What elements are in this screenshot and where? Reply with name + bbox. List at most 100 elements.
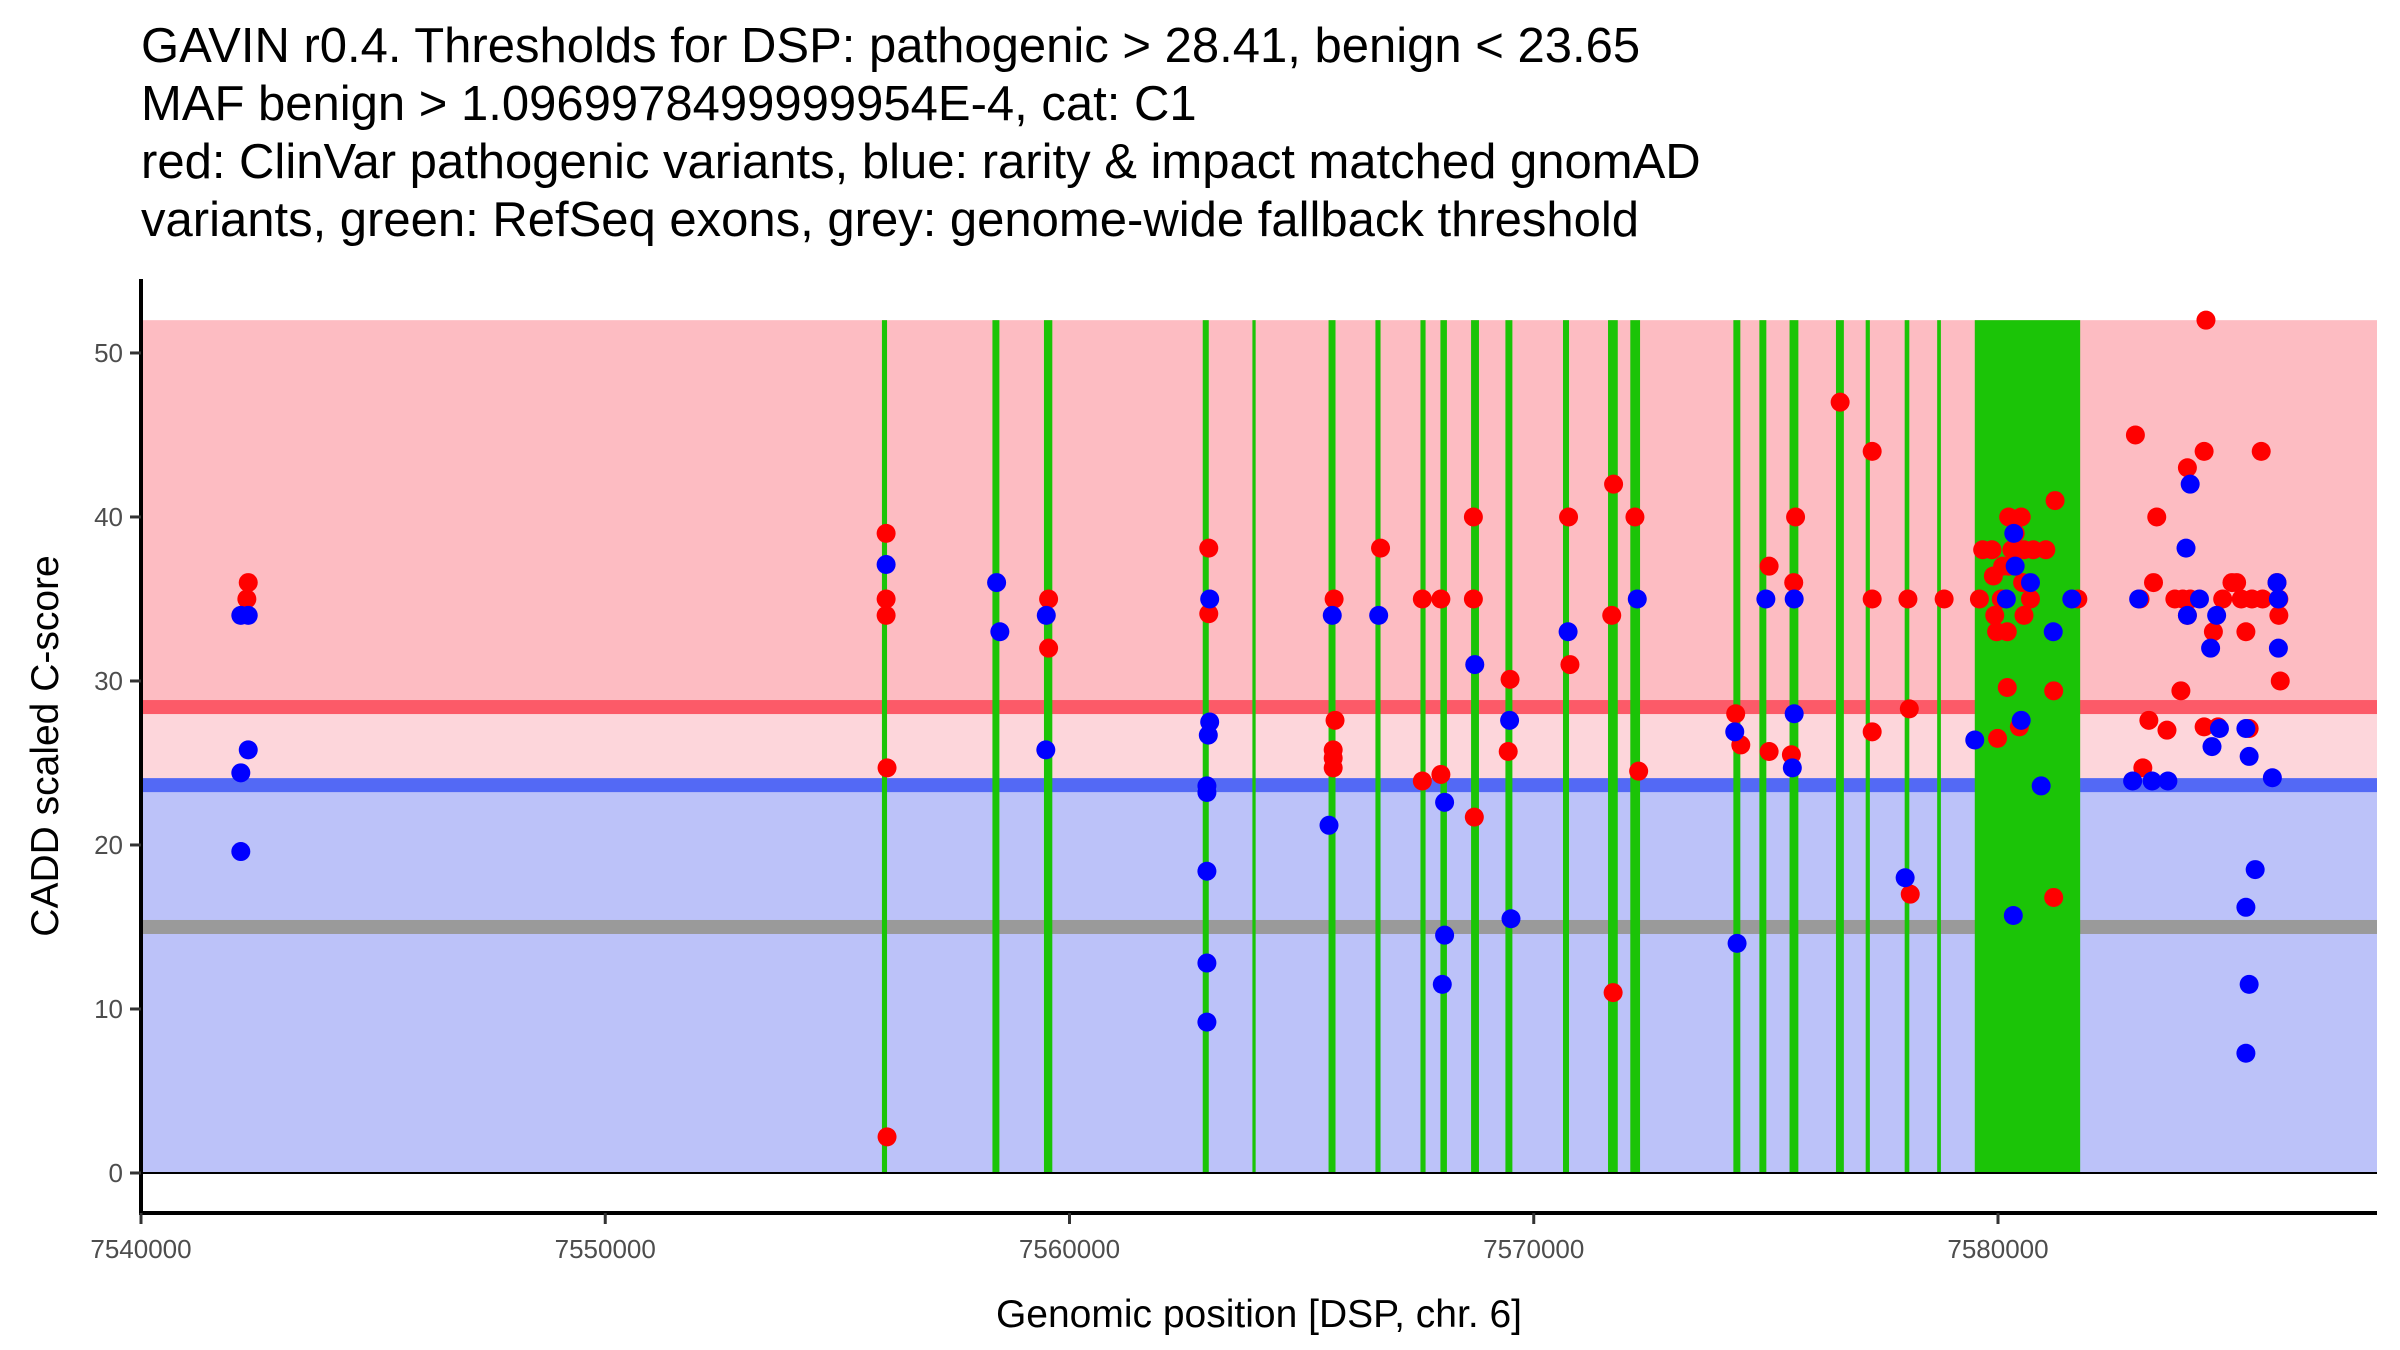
gnomad-point: [2236, 897, 2256, 917]
gnomad-point: [1895, 868, 1915, 888]
clinvar-point: [1899, 699, 1919, 719]
chart-title: GAVIN r0.4. Thresholds for DSP: pathogen…: [141, 19, 1701, 247]
gnomad-point: [2236, 1043, 2256, 1063]
exon-bar: [1608, 320, 1618, 1173]
clinvar-point: [1324, 589, 1344, 609]
gnomad-point: [2202, 737, 2222, 757]
clinvar-point: [1988, 728, 2008, 748]
gnomad-point: [2062, 589, 2082, 609]
x-tick-label: 7540000: [90, 1234, 191, 1264]
clinvar-point: [1603, 983, 1623, 1003]
gnomad-point: [2201, 638, 2221, 658]
clinvar-point: [238, 573, 258, 593]
clinvar-point: [1560, 655, 1580, 675]
exon-bar: [1937, 320, 1941, 1173]
gnomad-point: [1465, 655, 1485, 675]
clinvar-point: [1898, 589, 1918, 609]
genome-wide-fallback-threshold-line: [141, 919, 2377, 934]
gnomad-point: [2268, 638, 2288, 658]
clinvar-point: [1412, 589, 1432, 609]
x-tick-label: 7560000: [1019, 1234, 1120, 1264]
gnomad-point: [1996, 589, 2016, 609]
clinvar-point: [2139, 710, 2159, 730]
clinvar-point: [2270, 671, 2290, 691]
y-tick-label: 20: [94, 830, 123, 860]
gnomad-point: [2005, 556, 2025, 576]
clinvar-point: [1412, 771, 1432, 791]
clinvar-point: [876, 605, 896, 625]
x-axis-title: Genomic position [DSP, chr. 6]: [996, 1293, 1522, 1336]
clinvar-point: [1625, 507, 1645, 527]
clinvar-point: [1997, 678, 2017, 698]
clinvar-point: [1830, 392, 1850, 412]
clinvar-point: [1325, 710, 1345, 730]
gnomad-point: [2043, 622, 2063, 642]
exon-bar: [1835, 320, 1844, 1173]
y-tick-label: 0: [109, 1158, 123, 1188]
clinvar-point: [1862, 722, 1882, 742]
gnomad-point: [2176, 538, 2196, 558]
clinvar-point: [2171, 681, 2191, 701]
y-tick-label: 10: [94, 994, 123, 1024]
clinvar-point: [1726, 704, 1746, 724]
clinvar-point: [2044, 887, 2064, 907]
clinvar-point: [1371, 538, 1391, 558]
gnomad-point: [1198, 725, 1218, 745]
clinvar-point: [2269, 605, 2289, 625]
clinvar-point: [1500, 669, 1520, 689]
gnomad-point: [2268, 589, 2288, 609]
gnomad-point: [2262, 768, 2282, 788]
gnomad-point: [2011, 710, 2031, 730]
x-tick-label: 7580000: [1947, 1234, 2048, 1264]
gnomad-point: [2236, 719, 2256, 739]
clinvar-point: [1323, 758, 1343, 778]
title-line-4: variants, green: RefSeq exons, grey: gen…: [141, 193, 1639, 247]
clinvar-point: [1431, 764, 1451, 784]
clinvar-point: [2196, 310, 2216, 330]
gnomad-point: [2267, 573, 2287, 593]
clinvar-point: [1463, 507, 1483, 527]
clinvar-point: [2036, 540, 2056, 560]
clinvar-point: [2157, 720, 2177, 740]
clinvar-point: [1934, 589, 1954, 609]
y-tick-label: 30: [94, 666, 123, 696]
clinvar-point: [1997, 622, 2017, 642]
clinvar-point: [1199, 604, 1219, 624]
gnomad-point: [1558, 622, 1578, 642]
gnomad-point: [1197, 782, 1217, 802]
clinvar-point: [1039, 589, 1059, 609]
clinvar-point: [1982, 540, 2002, 560]
exon-bar: [1865, 320, 1870, 1173]
title-line-1: GAVIN r0.4. Thresholds for DSP: pathogen…: [141, 19, 1640, 73]
gnomad-point: [231, 763, 251, 783]
exon-bar: [1562, 320, 1570, 1173]
gnomad-point: [2003, 905, 2023, 925]
gnomad-point: [1200, 589, 1220, 609]
clinvar-point: [1759, 556, 1779, 576]
gnomad-point: [1725, 722, 1745, 742]
clinvar-point: [877, 758, 897, 778]
title-line-3: red: ClinVar pathogenic variants, blue: …: [141, 135, 1701, 189]
gnomad-point: [1435, 792, 1455, 812]
gnomad-point: [2245, 860, 2265, 880]
gnomad-point: [1500, 710, 1520, 730]
gnomad-point: [1197, 1012, 1217, 1032]
gnomad-point: [990, 622, 1010, 642]
clinvar-point: [2014, 605, 2034, 625]
clinvar-point: [2045, 491, 2065, 511]
clinvar-point: [1900, 884, 1920, 904]
clinvar-point: [2194, 441, 2214, 461]
clinvar-point: [2236, 622, 2256, 642]
clinvar-point: [2227, 573, 2247, 593]
gnomad-point: [1197, 861, 1217, 881]
clinvar-point: [1498, 741, 1518, 761]
clinvar-point: [1969, 589, 1989, 609]
gnomad-point: [1435, 925, 1455, 945]
gnomad-point: [2123, 771, 2143, 791]
gnomad-point: [1322, 605, 1342, 625]
pathogenic-threshold-line: [141, 700, 2377, 715]
gnomad-point: [1036, 740, 1056, 760]
gnomad-point: [1627, 589, 1647, 609]
gnomad-point: [2180, 474, 2200, 494]
clinvar-point: [237, 589, 257, 609]
